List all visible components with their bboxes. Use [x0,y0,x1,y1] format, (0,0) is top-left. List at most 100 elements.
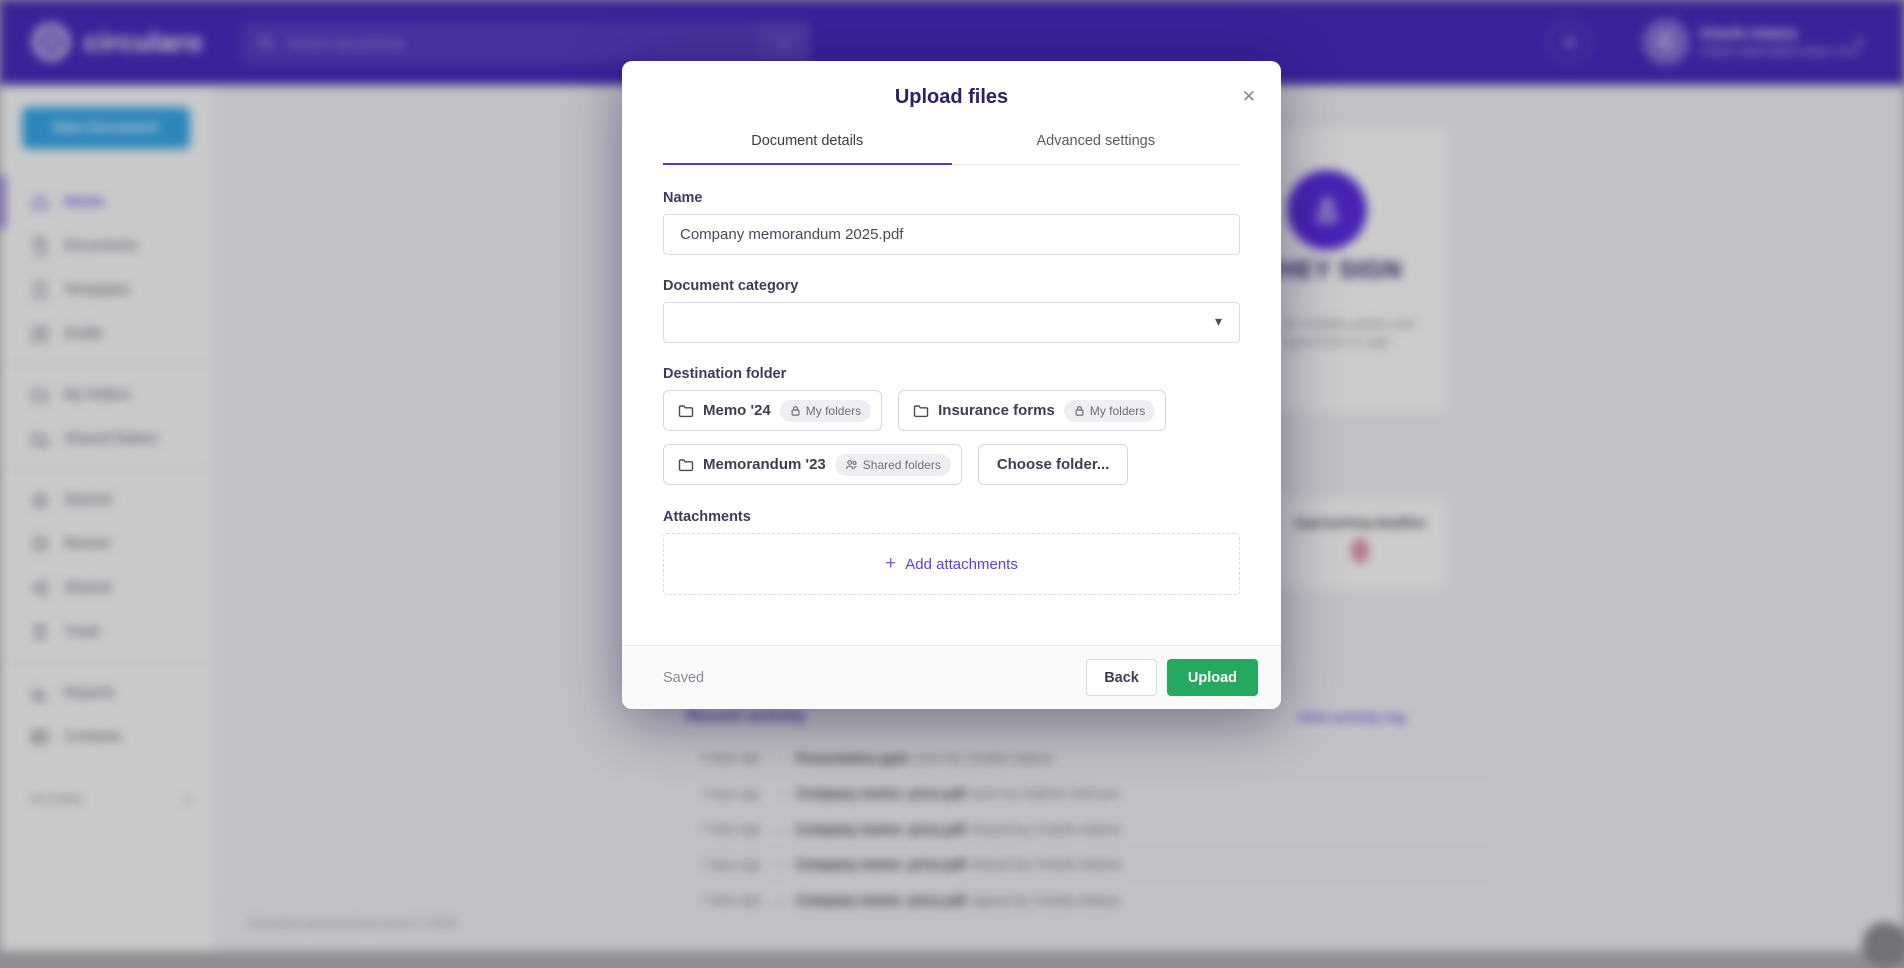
avatar-initial: C [1659,31,1673,52]
activity-dash: – [776,892,784,908]
folder-icon [30,385,50,405]
sidebar-item-documents[interactable]: Documents [0,224,214,268]
sidebar-item-starred[interactable]: Starred [0,478,214,522]
modal-footer: Saved Back Upload [622,645,1281,709]
sidebar-nav: Home Documents Templates [0,175,214,759]
activity-file: Company memo- price.pdf [795,857,966,873]
close-icon[interactable]: ✕ [1241,87,1256,106]
view-activity-log-link[interactable]: View activity log [1297,709,1406,725]
sidebar-item-contacts[interactable]: Contacts [0,715,214,759]
they-sign-title: THEY SIGN [1263,256,1402,284]
user-email: charlie.adams@circularo.com [1700,44,1859,58]
sidebar-item-label: Starred [64,492,112,508]
recent-activity-title: Recent activity [686,706,806,725]
activity-dash: – [776,821,784,837]
activity-action: seen by Gabriel Johnson [970,786,1121,802]
search-filter-dropdown[interactable]: ▾ [758,22,810,64]
page-footer: Circularo powered by Karel © 2025 [247,916,458,931]
sidebar-item-label: Reports [64,685,115,701]
divider [0,469,214,470]
sidebar-item-label: Contacts [64,729,122,745]
activity-file: Company memo- price.pdf [795,892,966,908]
back-button[interactable]: Back [1086,659,1157,696]
activity-action: shared by Charlie Adams [970,821,1122,837]
sidebar-item-label: Drafts [64,326,103,342]
document-category-label: Document category [663,278,799,294]
folder-name: Insurance forms [938,402,1055,419]
sidebar-item-my-folders[interactable]: My folders [0,373,214,417]
sidebar-item-shared-folders[interactable]: Shared folders [0,417,214,461]
divider [216,905,1904,906]
folder-badge: My folders [1063,399,1156,422]
activity-action: shared by Charlie Adams [970,857,1122,873]
activity-time: 7 days ago [700,786,762,801]
filters-label: FILTERS [30,794,84,806]
sidebar-item-label: Shared [64,580,111,596]
top-bar: circularo Search documents ▾ C Charlie [0,0,1904,85]
folder-badge-label: My folders [1089,403,1146,418]
folder-badge-label: My folders [805,403,862,418]
sidebar-item-label: Recent [64,536,110,552]
approaching-deadline-card[interactable]: Approaching deadline 0 [1273,498,1447,590]
report-icon [30,683,50,703]
upload-button[interactable]: Upload [1166,659,1258,696]
sidebar-item-home[interactable]: Home [0,175,214,229]
folder-badge: My folders [779,399,872,422]
tab-advanced-settings[interactable]: Advanced settings [1036,133,1156,149]
add-attachments-link[interactable]: Add attachments [905,555,1018,573]
activity-row: 4 days ago – Presentation.pptx seen by C… [700,741,1500,777]
shared-folder-icon [30,429,50,449]
search-placeholder: Search documents [287,35,404,51]
activity-action: seen by Charlie Adams [914,750,1054,766]
folder-chip-insurance-forms[interactable]: Insurance forms My folders [898,390,1167,431]
plus-icon: + [885,553,897,574]
user-menu-chevron-down-icon[interactable]: ▾ [1856,34,1863,49]
bell-icon [1560,33,1579,52]
they-sign-desc-line1: for multiple parties and [1283,316,1415,331]
add-attachments-dropzone[interactable]: + Add attachments [663,533,1240,595]
name-input[interactable] [663,214,1240,255]
tab-document-details[interactable]: Document details [663,133,952,165]
sidebar-item-drafts[interactable]: Drafts [0,312,214,356]
sidebar-item-label: Home [64,194,105,210]
activity-row: 7 days ago – Company memo- price.pdf sig… [700,883,1500,919]
sidebar-item-trash[interactable]: Trash [0,610,214,654]
new-document-button[interactable]: New Document [22,107,190,149]
sidebar-item-templates[interactable]: Templates [0,268,214,312]
activity-list: 4 days ago – Presentation.pptx seen by C… [700,741,1500,919]
deadline-count: 0 [1351,535,1369,568]
avatar[interactable]: C [1643,19,1689,65]
draft-icon [30,324,50,344]
active-indicator [0,175,5,229]
help-widget-button[interactable] [1862,922,1904,968]
circularo-logo-icon [30,21,72,63]
sidebar-item-shared[interactable]: Shared [0,566,214,610]
contacts-icon [30,727,50,747]
choose-folder-button[interactable]: Choose folder... [977,444,1129,485]
folder-chip-memorandum-23[interactable]: Memorandum '23 Shared folders [663,444,962,485]
folder-chip-memo-24[interactable]: Memo '24 My folders [663,390,883,431]
app-logo[interactable]: circularo [30,21,203,63]
modal-body: Name Document category ▾ Destination fol… [622,165,1281,595]
they-sign-circle [1287,170,1367,250]
activity-row: 7 days ago – Company memo- price.pdf sha… [700,848,1500,883]
logo-text: circularo [84,26,203,57]
sidebar-item-reports[interactable]: Reports [0,671,214,715]
lock-icon [1074,405,1085,417]
sidebar-item-label: Templates [64,282,131,298]
filters-section: FILTERS + [0,790,214,810]
folder-badge-label: Shared folders [862,457,941,472]
activity-action: signed by Charlie Adams [970,892,1121,908]
chevron-down-icon: ▾ [780,36,788,50]
add-filter-button[interactable]: + [182,790,192,809]
sidebar-item-recent[interactable]: Recent [0,522,214,566]
notifications-button[interactable] [1548,21,1590,63]
document-category-select[interactable]: ▾ [663,302,1240,343]
sidebar: New Document Home Documents [0,85,215,951]
lock-icon [790,405,801,417]
signers-icon [1308,191,1346,229]
user-menu[interactable]: Charlie Adams charlie.adams@circularo.co… [1700,25,1858,58]
activity-file: Company memo- price.pdf [795,786,966,802]
search-input[interactable]: Search documents ▾ [242,22,810,64]
folder-name: Memorandum '23 [703,456,826,473]
